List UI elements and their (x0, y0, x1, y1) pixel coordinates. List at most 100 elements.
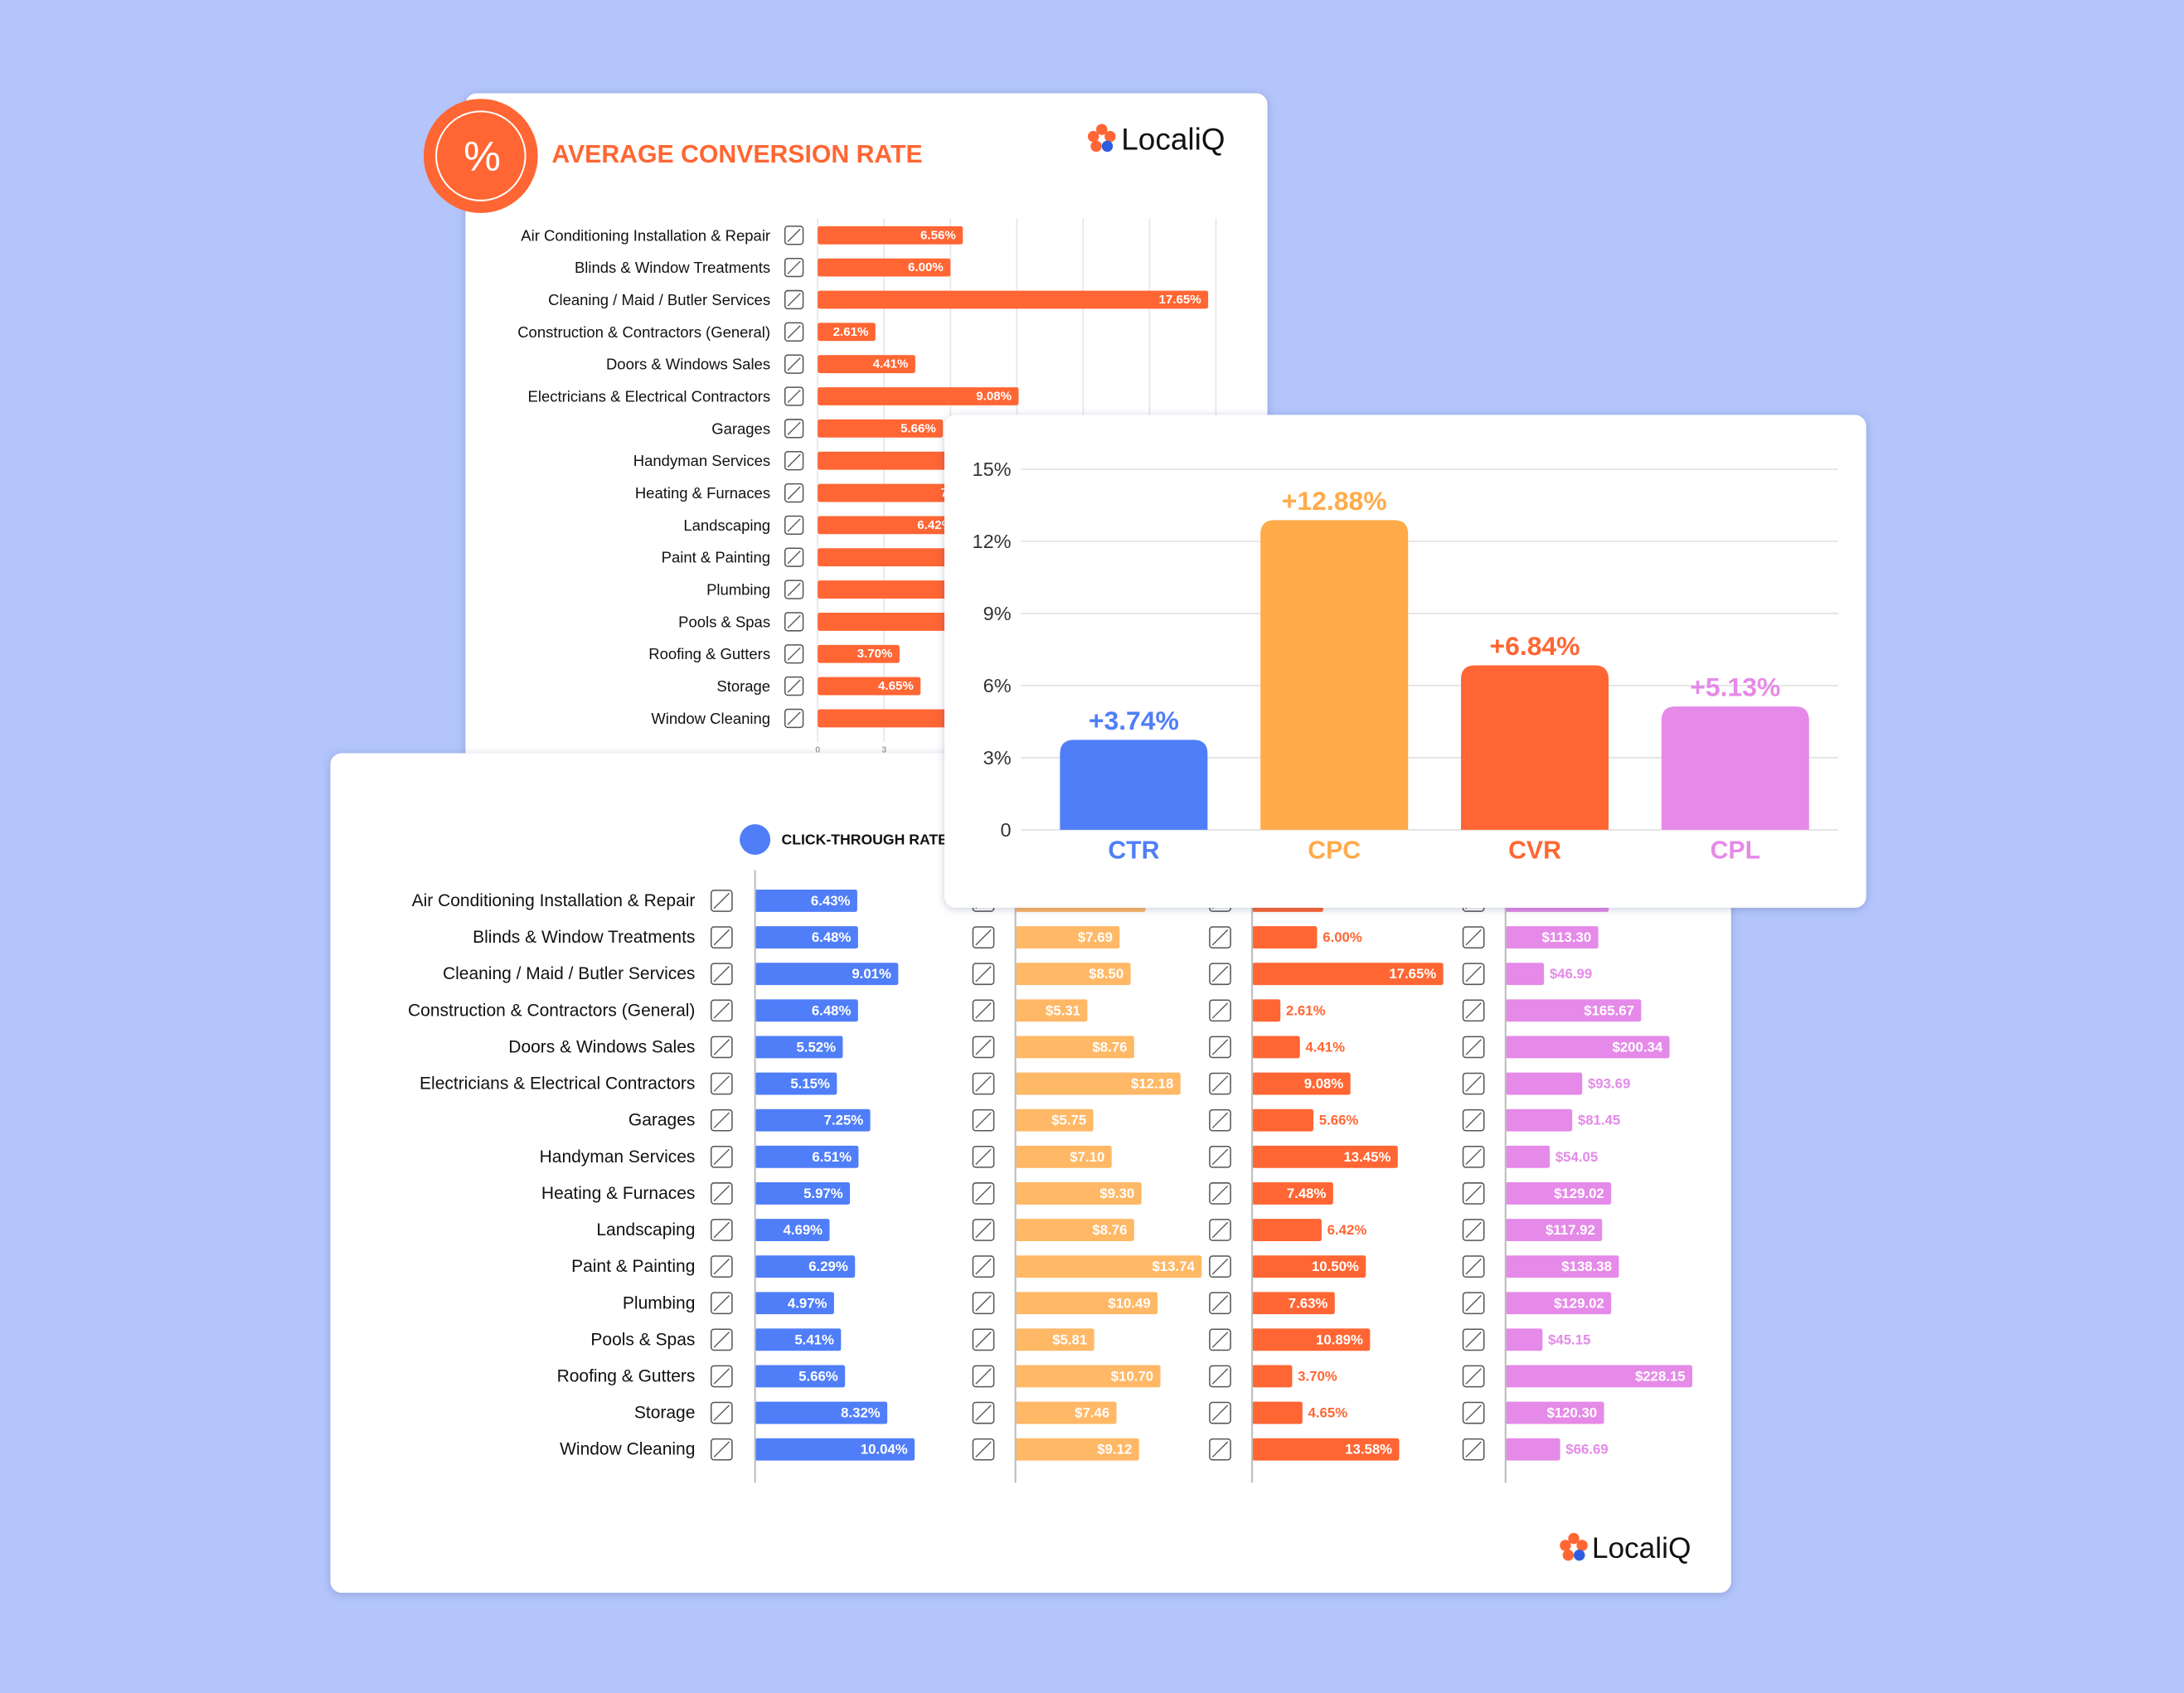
category-label: Plumbing (623, 1293, 695, 1312)
icon (784, 322, 804, 342)
icon (1209, 926, 1231, 948)
icon (975, 929, 992, 946)
icon (1211, 1368, 1229, 1385)
icon (710, 926, 733, 948)
bar (1252, 926, 1318, 949)
value-label: $200.34 (1612, 1039, 1662, 1055)
icon (1211, 929, 1229, 946)
bar (1505, 1365, 1693, 1388)
icon (1462, 1292, 1485, 1315)
bar (1505, 1292, 1612, 1315)
bar (755, 1365, 846, 1388)
badge: % (463, 133, 501, 180)
bar (1015, 963, 1131, 986)
icon (787, 583, 801, 597)
bar (755, 1181, 851, 1205)
icon (1462, 1108, 1485, 1132)
icon (787, 454, 801, 468)
bar (755, 1255, 856, 1278)
icon (784, 354, 804, 374)
icon (784, 612, 804, 632)
icon (972, 1219, 995, 1241)
icon (1462, 1182, 1485, 1205)
value-label: 6.48% (812, 1002, 852, 1018)
category-label: Construction & Contractors (General) (517, 323, 770, 341)
x-tick-label: CVR (1508, 837, 1561, 865)
category-label: Window Cleaning (651, 710, 770, 727)
value-label: 3.70% (1298, 1368, 1337, 1384)
category-label: Plumbing (706, 581, 770, 599)
value-label: 2.61% (1286, 1002, 1326, 1018)
value-label: $66.69 (1565, 1442, 1608, 1458)
icon (784, 580, 804, 599)
icon (972, 1438, 995, 1461)
icon (972, 926, 995, 948)
logo: LocaliQ (1592, 1532, 1691, 1564)
value-label: $129.02 (1554, 1186, 1604, 1201)
category-label: Garages (629, 1111, 696, 1130)
bar (818, 580, 987, 599)
value-label: $7.46 (1075, 1405, 1109, 1421)
icon (975, 1075, 992, 1092)
metrics-card: LocaliQ Air Conditioning Installation & … (330, 753, 1731, 1594)
icon (972, 1072, 995, 1095)
y-tick-label: 15% (973, 458, 1012, 480)
category-label: Electricians & Electrical Contractors (420, 1074, 695, 1094)
bar (755, 1036, 843, 1059)
value-label: 4.97% (788, 1295, 827, 1311)
icon (784, 289, 804, 310)
bar (755, 1328, 842, 1351)
icon (784, 547, 804, 567)
value-label: $54.05 (1555, 1149, 1598, 1165)
value-label: 9.01% (852, 966, 891, 982)
icon (710, 1328, 733, 1351)
bar (818, 677, 921, 696)
bar (1015, 1255, 1202, 1278)
icon (975, 1258, 992, 1275)
icon (787, 518, 801, 532)
change-card: 0 3% 6% 9% 12% 15% +3.74% CTR +12.88% CPC +6.84% CV… (944, 415, 1866, 908)
category-label: Pools & Spas (590, 1330, 695, 1349)
logo: LocaliQ (1121, 122, 1225, 156)
icon (1211, 1075, 1229, 1092)
panel-title: CLICK-THROUGH RATE (782, 832, 949, 848)
category-label: Handyman Services (540, 1147, 696, 1167)
icon (975, 1002, 992, 1019)
category-label: Window Cleaning (560, 1440, 695, 1459)
icon (972, 1328, 995, 1351)
icon (787, 711, 801, 725)
bar (1015, 1072, 1181, 1095)
icon (784, 515, 804, 536)
value-label: 6.42% (917, 518, 953, 532)
bar (818, 323, 876, 342)
bar (1505, 1072, 1583, 1095)
value-label: $46.99 (1550, 966, 1592, 982)
icon (1465, 1002, 1482, 1019)
category-label: Handyman Services (633, 452, 770, 469)
icon (713, 1441, 730, 1458)
value-label: 13.45% (1343, 1149, 1390, 1165)
title-icon (740, 824, 771, 856)
value-label: 10.50% (1312, 1259, 1359, 1274)
icon (1462, 1072, 1485, 1095)
bar (755, 1145, 859, 1168)
icon (713, 1295, 730, 1312)
badge-ring (435, 110, 527, 201)
icon (975, 1441, 992, 1458)
value-label: 2.61% (833, 325, 869, 339)
value-label: 6.42% (1327, 1222, 1367, 1238)
icon (787, 293, 801, 307)
bar (1505, 1438, 1560, 1461)
icon (972, 1036, 995, 1059)
bar (1015, 1145, 1112, 1168)
icon (713, 1258, 730, 1275)
category-label: Heating & Furnaces (541, 1184, 695, 1203)
icon (975, 1221, 992, 1239)
value-label: 6.29% (808, 1259, 848, 1274)
value-label: $5.31 (1046, 1002, 1080, 1018)
bar (1015, 1181, 1142, 1205)
icon (1211, 1404, 1229, 1421)
icon (1465, 929, 1482, 946)
icon (1465, 1075, 1482, 1092)
